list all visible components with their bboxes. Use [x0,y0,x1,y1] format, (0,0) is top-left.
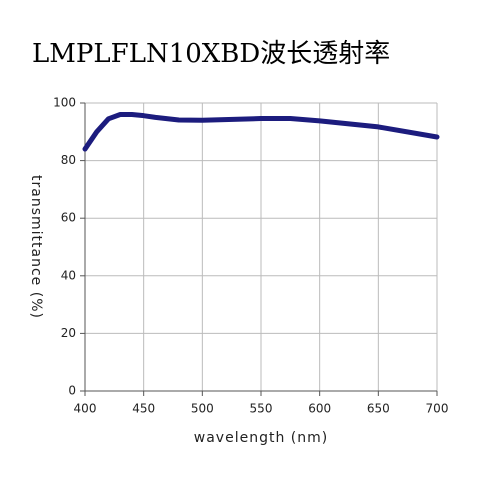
x-axis-label: wavelength (nm) [194,430,328,446]
y-tick-label: 0 [68,384,76,398]
y-axis-label: transmittance (%) [28,175,44,319]
x-tick-label: 700 [426,402,449,416]
x-tick-label: 650 [367,402,390,416]
x-tick-label: 400 [74,402,97,416]
x-tick-label: 500 [191,402,214,416]
y-tick-label: 80 [61,153,76,167]
chart-title: LMPLFLN10XBD波长透射率 [32,39,390,69]
y-tick-label: 20 [61,326,76,340]
y-tick-label: 40 [61,268,76,282]
data-line [82,112,440,152]
x-tick-label: 450 [132,402,155,416]
x-tick-label: 600 [308,402,331,416]
x-tick-label: 550 [250,402,273,416]
y-tick-label: 100 [53,96,76,110]
y-tick-label: 60 [61,211,76,225]
